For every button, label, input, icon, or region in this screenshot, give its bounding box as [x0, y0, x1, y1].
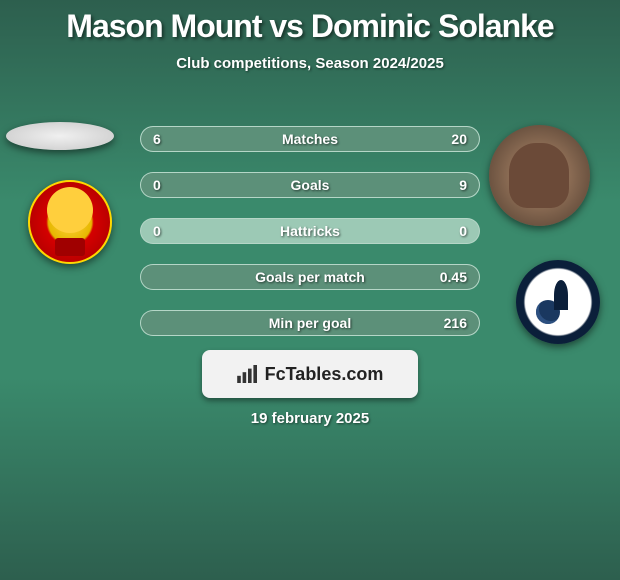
- chart-icon: [237, 365, 259, 383]
- club-left-badge: [28, 180, 112, 264]
- stat-label: Hattricks: [141, 219, 479, 243]
- page-subtitle: Club competitions, Season 2024/2025: [0, 55, 620, 72]
- stats-container: 620Matches 09Goals 00Hattricks 0.45Goals pe…: [140, 126, 480, 356]
- stat-row: 0.45Goals per match: [140, 264, 480, 290]
- page-title: Mason Mount vs Dominic Solanke: [0, 0, 620, 45]
- brand-text: FcTables.com: [265, 364, 384, 385]
- stat-row: 09Goals: [140, 172, 480, 198]
- player-right-avatar: [489, 125, 590, 226]
- club-right-badge: [516, 260, 600, 344]
- stat-label: Goals per match: [141, 265, 479, 289]
- brand-badge: FcTables.com: [202, 350, 418, 398]
- stat-label: Matches: [141, 127, 479, 151]
- stat-row: 216Min per goal: [140, 310, 480, 336]
- date-label: 19 february 2025: [0, 410, 620, 427]
- player-left-avatar: [6, 122, 114, 150]
- stat-row: 00Hattricks: [140, 218, 480, 244]
- stat-label: Min per goal: [141, 311, 479, 335]
- stat-row: 620Matches: [140, 126, 480, 152]
- stat-label: Goals: [141, 173, 479, 197]
